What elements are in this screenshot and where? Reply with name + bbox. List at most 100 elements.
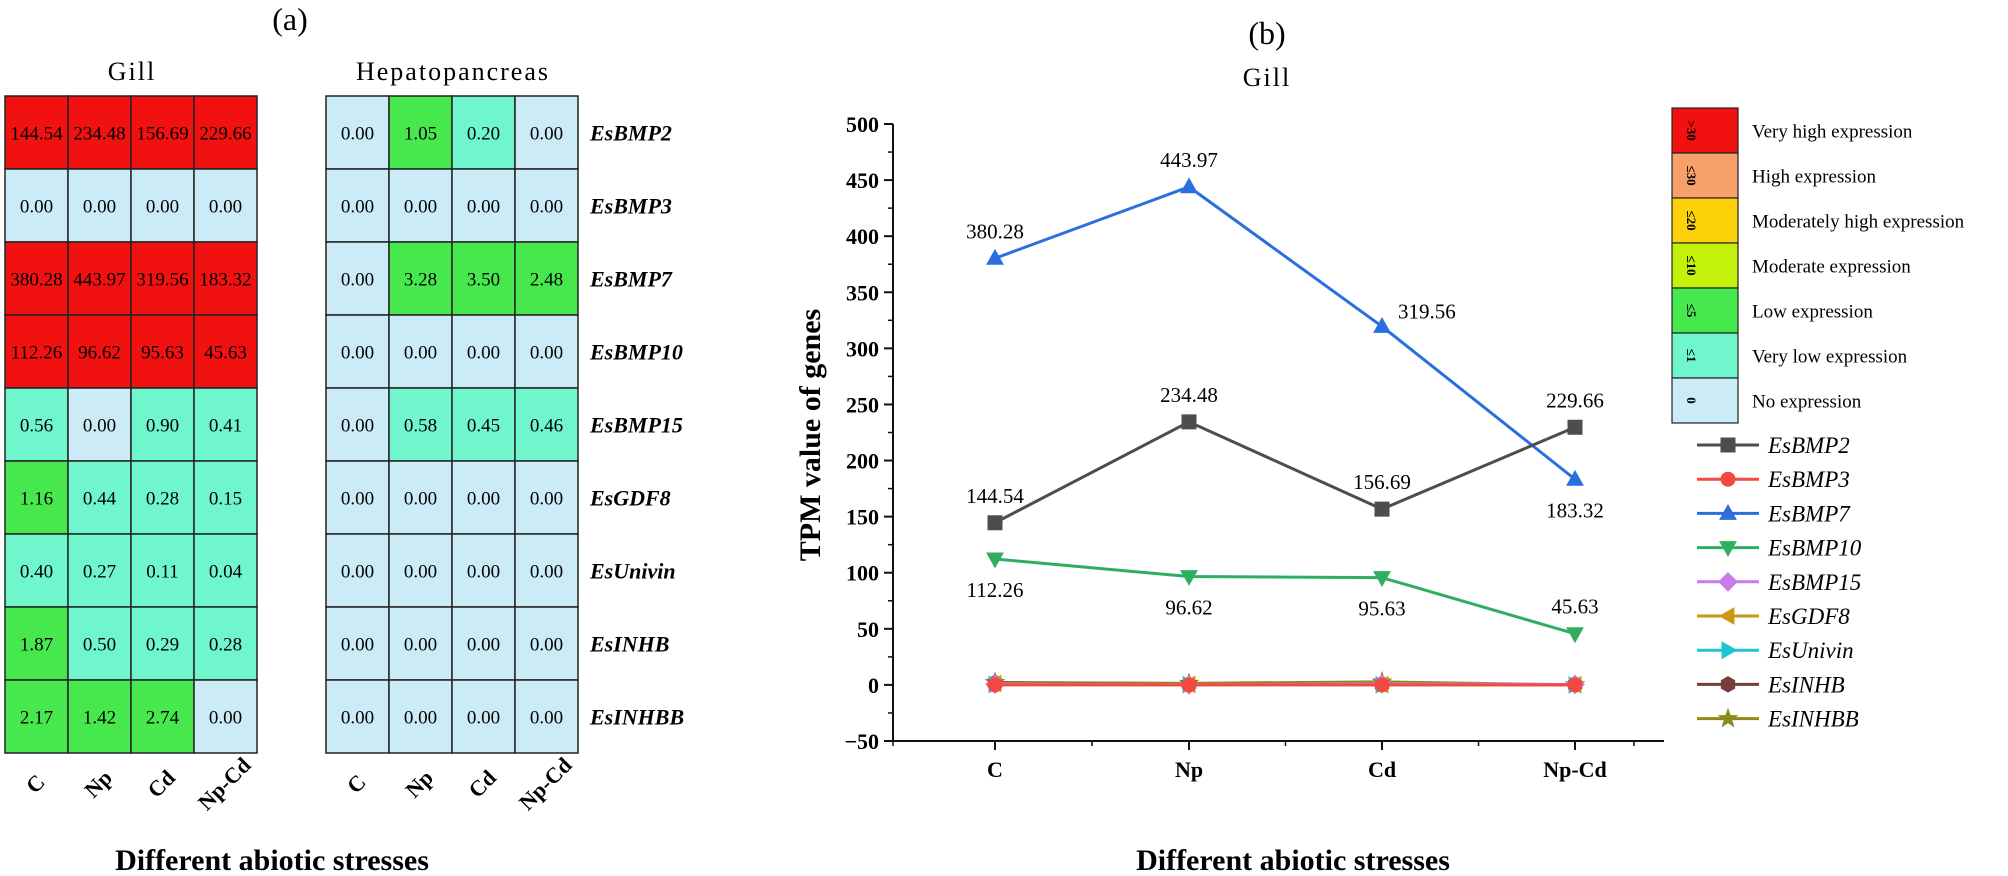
- legend-threshold: ≤5: [1684, 304, 1699, 318]
- gene-label: EsINHB: [589, 632, 669, 657]
- gill-heatmap-x-tick: Cd: [142, 765, 180, 803]
- gene-label: EsBMP7: [589, 267, 673, 292]
- legend-label: Moderate expression: [1752, 257, 1911, 278]
- gill-heatmap-cell: [193, 533, 258, 608]
- x-tick-label: C: [987, 757, 1003, 782]
- hepatopancreas-heatmap-cell-value: 0.00: [404, 197, 437, 218]
- hepatopancreas-heatmap-x-tick: C: [342, 769, 371, 798]
- gill-heatmap-cell-value: 443.97: [73, 270, 125, 291]
- hepatopancreas-heatmap-x-tick: Cd: [463, 765, 501, 803]
- line-x-axis-title: Different abiotic stresses: [1136, 844, 1450, 876]
- hepatopancreas-heatmap-cell-value: 0.00: [530, 124, 563, 145]
- legend-marker-EsBMP2: [1720, 437, 1736, 453]
- line-chart-series: [984, 177, 1586, 695]
- series-point-EsBMP2: [987, 515, 1003, 531]
- gene-labels: EsBMP2 EsBMP3 EsBMP7 EsBMP10 EsBMP15 EsGDF8 Es…: [589, 121, 684, 730]
- legend-threshold: ≤10: [1684, 255, 1699, 275]
- gill-heatmap-cell: [130, 606, 195, 681]
- gill-heatmap-cell: [67, 314, 132, 389]
- legend-marker-EsINHBB: [1717, 707, 1739, 728]
- legend-swatch: [1671, 197, 1739, 244]
- hepatopancreas-heatmap-cell-value: 0.00: [404, 562, 437, 583]
- gill-heatmap-cell: [4, 606, 69, 681]
- gene-label: EsBMP2: [589, 121, 672, 146]
- gill-heatmap-cell: [67, 95, 132, 170]
- hepatopancreas-heatmap-cell: [451, 314, 516, 389]
- legend-series-label: EsUnivin: [1767, 638, 1854, 663]
- gill-heatmap-cell-value: 45.63: [204, 343, 247, 364]
- legend-threshold: ≤20: [1684, 210, 1699, 230]
- series-line-EsBMP7: [994, 185, 1576, 481]
- line-y-axis-title: TPM value of genes: [794, 309, 827, 561]
- gill-heatmap-cell-value: 0.44: [83, 489, 117, 510]
- series-point-EsBMP10: [1373, 571, 1391, 588]
- series-point-EsBMP3: [1374, 677, 1390, 693]
- gill-heatmap-cell: [130, 533, 195, 608]
- hepatopancreas-heatmap-cell-value: 0.20: [467, 124, 500, 145]
- legend-label: Very low expression: [1752, 347, 1908, 368]
- gill-heatmap-cell-value: 319.56: [136, 270, 188, 291]
- y-tick-label: 100: [846, 561, 879, 586]
- hepatopancreas-heatmap-cell-value: 0.00: [341, 124, 374, 145]
- hepatopancreas-heatmap-cell-value: 0.00: [341, 270, 374, 291]
- legend-swatch: [1671, 332, 1739, 379]
- hepatopancreas-heatmap-cell: [388, 606, 453, 681]
- hepatopancreas-heatmap-cell: [325, 387, 390, 462]
- hepatopancreas-heatmap-cell-value: 0.00: [341, 489, 374, 510]
- gill-heatmap-cell-value: 1.42: [83, 708, 116, 729]
- hepatopancreas-heatmap-cell-value: 1.05: [404, 124, 437, 145]
- legend-series-label: EsBMP7: [1767, 501, 1851, 526]
- gill-heatmap-cell: [193, 168, 258, 243]
- hepatopancreas-heatmap-cell-value: 0.00: [341, 416, 374, 437]
- gill-heatmap-cell: [193, 314, 258, 389]
- data-label: 45.63: [1551, 595, 1598, 619]
- legend-label: Very high expression: [1752, 122, 1913, 143]
- hepatopancreas-heatmap-cell-value: 0.00: [404, 489, 437, 510]
- hepatopancreas-heatmap-x-tick: Np: [400, 765, 438, 803]
- legend-label: High expression: [1752, 167, 1877, 188]
- gill-heatmap-cell-value: 95.63: [141, 343, 184, 364]
- gill-heatmap-cell: [130, 679, 195, 754]
- hepatopancreas-heatmap-cell-value: 2.48: [530, 270, 563, 291]
- data-label: 380.28: [966, 219, 1024, 243]
- legend-threshold: 0: [1684, 397, 1699, 404]
- hepatopancreas-heatmap-cell-value: 0.00: [467, 489, 500, 510]
- y-tick-label: 0: [868, 673, 879, 698]
- data-label: 95.63: [1358, 597, 1405, 621]
- hepatopancreas-heatmap-cell-value: 0.00: [467, 343, 500, 364]
- hepatopancreas-heatmap-cell: [451, 168, 516, 243]
- gill-heatmap-cell: [4, 95, 69, 170]
- series-point-EsBMP10: [986, 552, 1004, 569]
- legend-swatch: [1671, 377, 1739, 424]
- legend-series-label: EsINHB: [1767, 672, 1845, 697]
- gill-heatmap-cell-value: 156.69: [136, 124, 188, 145]
- hepatopancreas-heatmap-cell-value: 0.00: [341, 343, 374, 364]
- hepatopancreas-heatmap-cell-value: 3.28: [404, 270, 437, 291]
- hepatopancreas-heatmap-cell: [514, 168, 579, 243]
- legend-series-label: EsBMP15: [1767, 570, 1861, 595]
- x-tick-label: Cd: [1368, 757, 1396, 782]
- gill-heatmap-cell-value: 0.00: [20, 197, 53, 218]
- gill-heatmap-cell-value: 380.28: [10, 270, 62, 291]
- legend-swatch: [1671, 107, 1739, 154]
- hepatopancreas-heatmap-cell: [451, 606, 516, 681]
- hepatopancreas-heatmap-cell-value: 0.58: [404, 416, 437, 437]
- series-line-EsBMP2: [994, 420, 1576, 525]
- hepatopancreas-heatmap-cell-value: 0.00: [341, 197, 374, 218]
- data-label: 234.48: [1160, 383, 1218, 407]
- gill-heatmap-cell-value: 0.00: [83, 416, 116, 437]
- hepatopancreas-heatmap-cell-value: 0.00: [467, 197, 500, 218]
- gill-heatmap-cell: [4, 460, 69, 535]
- y-tick-label: 150: [846, 505, 879, 530]
- gill-heatmap-cell-value: 0.00: [209, 708, 242, 729]
- gill-heatmap-x-tick: Np: [79, 765, 117, 803]
- hepatopancreas-heatmap-cell: [514, 387, 579, 462]
- hepatopancreas-heatmap-cell-value: 0.00: [530, 708, 563, 729]
- gill-heatmap: 144.54 234.48 156.69 229.66 0.00 0.00 0.00 0.00…: [4, 95, 258, 815]
- gill-heatmap-cell-value: 0.90: [146, 416, 179, 437]
- hepatopancreas-heatmap-cell: [325, 314, 390, 389]
- gill-heatmap-cell: [4, 387, 69, 462]
- hepatopancreas-heatmap-cell-value: 0.00: [530, 562, 563, 583]
- hepatopancreas-heatmap-cell: [514, 241, 579, 316]
